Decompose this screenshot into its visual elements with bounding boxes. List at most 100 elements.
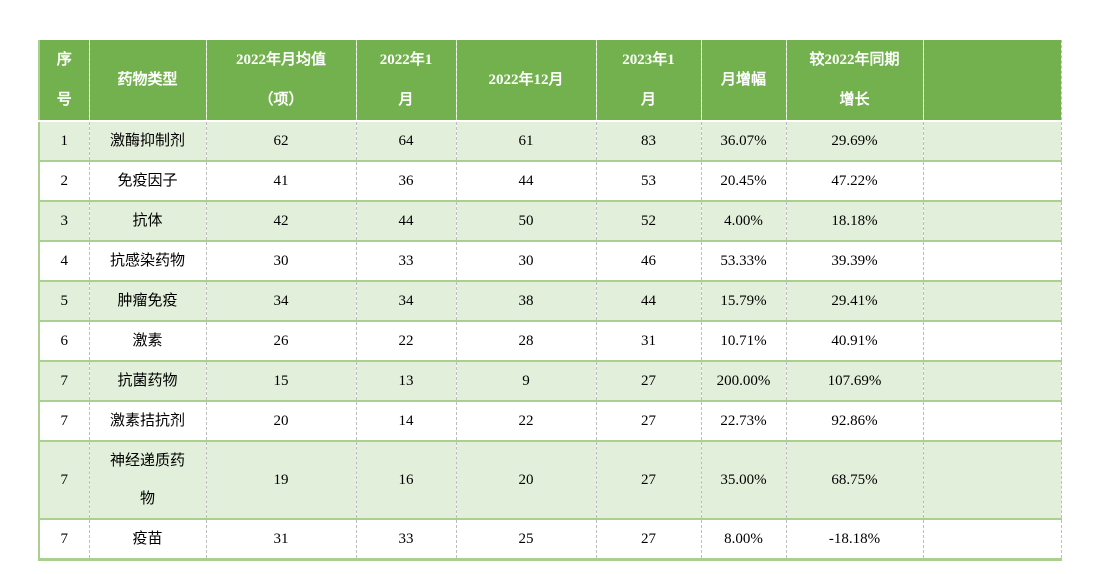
col-header-mom-growth: 月增幅 [700, 40, 786, 121]
cell-jan-2022: 33 [355, 240, 456, 281]
cell-mom-growth: 22.73% [700, 400, 786, 441]
col-header-drug-type: 药物类型 [88, 40, 206, 121]
cell-mom-growth: 20.45% [700, 160, 786, 201]
cell-no: 7 [39, 400, 89, 441]
cell-mom-growth: 200.00% [700, 360, 786, 401]
cell-mom-growth: 4.00% [700, 200, 786, 241]
cell-drug-type: 激酶抑制剂 [88, 120, 206, 161]
cell-yoy-growth: -18.18% [785, 518, 923, 560]
cell-yoy-growth: 68.75% [785, 440, 923, 519]
cell-mom-growth: 36.07% [700, 120, 786, 161]
cell-yoy-growth: 47.22% [785, 160, 923, 201]
cell-jan-2022: 36 [355, 160, 456, 201]
col-header-index: 序 号 [39, 40, 89, 121]
cell-dec-2022: 38 [455, 280, 596, 321]
cell-jan-2023: 83 [595, 120, 701, 161]
col-header-2022-jan: 2022年1 月 [355, 40, 456, 121]
cell-jan-2022: 64 [355, 120, 456, 161]
cell-yoy-growth: 40.91% [785, 320, 923, 361]
table-row: 1 激酶抑制剂 62 64 61 83 36.07% 29.69% [39, 120, 1061, 161]
cell-drug-type: 抗菌药物 [88, 360, 206, 401]
cell-avg-2022: 31 [205, 518, 356, 560]
cell-dec-2022: 25 [455, 518, 596, 560]
cell-jan-2022: 44 [355, 200, 456, 241]
cell-jan-2022: 33 [355, 518, 456, 560]
col-header-2023-jan: 2023年1 月 [595, 40, 701, 121]
col-header-yoy-growth: 较2022年同期 增长 [785, 40, 923, 121]
cell-avg-2022: 62 [205, 120, 356, 161]
table-row: 6 激素 26 22 28 31 10.71% 40.91% [39, 320, 1061, 361]
cell-avg-2022: 34 [205, 280, 356, 321]
cell-no: 1 [39, 120, 89, 161]
table-header: 序 号 药物类型 2022年月均值 （项） 2022年1 月 2022年12月 … [39, 40, 1061, 121]
cell-empty [922, 518, 1061, 560]
cell-jan-2023: 44 [595, 280, 701, 321]
cell-drug-type: 免疫因子 [88, 160, 206, 201]
table-row: 7 激素拮抗剂 20 14 22 27 22.73% 92.86% [39, 400, 1061, 441]
cell-yoy-growth: 29.41% [785, 280, 923, 321]
cell-avg-2022: 19 [205, 440, 356, 519]
cell-mom-growth: 10.71% [700, 320, 786, 361]
cell-jan-2023: 46 [595, 240, 701, 281]
cell-empty [922, 280, 1061, 321]
cell-yoy-growth: 29.69% [785, 120, 923, 161]
cell-empty [922, 360, 1061, 401]
cell-jan-2023: 53 [595, 160, 701, 201]
table-row: 4 抗感染药物 30 33 30 46 53.33% 39.39% [39, 240, 1061, 281]
cell-yoy-growth: 39.39% [785, 240, 923, 281]
cell-dec-2022: 9 [455, 360, 596, 401]
cell-avg-2022: 20 [205, 400, 356, 441]
cell-yoy-growth: 107.69% [785, 360, 923, 401]
cell-empty [922, 160, 1061, 201]
cell-dec-2022: 28 [455, 320, 596, 361]
table-row: 7 抗菌药物 15 13 9 27 200.00% 107.69% [39, 360, 1061, 401]
cell-no: 7 [39, 518, 89, 560]
table-body: 1 激酶抑制剂 62 64 61 83 36.07% 29.69% 2 免疫因子… [39, 120, 1061, 560]
cell-dec-2022: 30 [455, 240, 596, 281]
cell-drug-type: 疫苗 [88, 518, 206, 560]
cell-dec-2022: 61 [455, 120, 596, 161]
cell-empty [922, 440, 1061, 519]
cell-empty [922, 200, 1061, 241]
cell-drug-type: 肿瘤免疫 [88, 280, 206, 321]
cell-no: 7 [39, 360, 89, 401]
cell-avg-2022: 42 [205, 200, 356, 241]
table-row: 5 肿瘤免疫 34 34 38 44 15.79% 29.41% [39, 280, 1061, 321]
cell-dec-2022: 50 [455, 200, 596, 241]
col-header-2022-dec: 2022年12月 [455, 40, 596, 121]
table-row: 2 免疫因子 41 36 44 53 20.45% 47.22% [39, 160, 1061, 201]
cell-avg-2022: 41 [205, 160, 356, 201]
cell-avg-2022: 30 [205, 240, 356, 281]
cell-jan-2023: 31 [595, 320, 701, 361]
cell-jan-2022: 13 [355, 360, 456, 401]
drug-statistics-table: 序 号 药物类型 2022年月均值 （项） 2022年1 月 2022年12月 … [38, 40, 1062, 561]
cell-empty [922, 400, 1061, 441]
table-row: 7 疫苗 31 33 25 27 8.00% -18.18% [39, 518, 1061, 560]
col-header-empty [922, 40, 1061, 121]
cell-empty [922, 320, 1061, 361]
cell-drug-type: 激素 [88, 320, 206, 361]
cell-mom-growth: 35.00% [700, 440, 786, 519]
cell-jan-2022: 14 [355, 400, 456, 441]
cell-no: 7 [39, 440, 89, 519]
header-row: 序 号 药物类型 2022年月均值 （项） 2022年1 月 2022年12月 … [39, 40, 1061, 121]
cell-mom-growth: 53.33% [700, 240, 786, 281]
cell-jan-2023: 27 [595, 518, 701, 560]
cell-dec-2022: 20 [455, 440, 596, 519]
cell-no: 5 [39, 280, 89, 321]
cell-drug-type: 激素拮抗剂 [88, 400, 206, 441]
cell-jan-2023: 27 [595, 360, 701, 401]
cell-mom-growth: 8.00% [700, 518, 786, 560]
cell-jan-2023: 27 [595, 400, 701, 441]
cell-empty [922, 240, 1061, 281]
cell-dec-2022: 22 [455, 400, 596, 441]
cell-mom-growth: 15.79% [700, 280, 786, 321]
cell-jan-2023: 52 [595, 200, 701, 241]
cell-drug-type: 抗感染药物 [88, 240, 206, 281]
cell-jan-2022: 34 [355, 280, 456, 321]
cell-no: 6 [39, 320, 89, 361]
document-page: 序 号 药物类型 2022年月均值 （项） 2022年1 月 2022年12月 … [38, 40, 1062, 561]
cell-no: 2 [39, 160, 89, 201]
cell-jan-2023: 27 [595, 440, 701, 519]
cell-no: 3 [39, 200, 89, 241]
